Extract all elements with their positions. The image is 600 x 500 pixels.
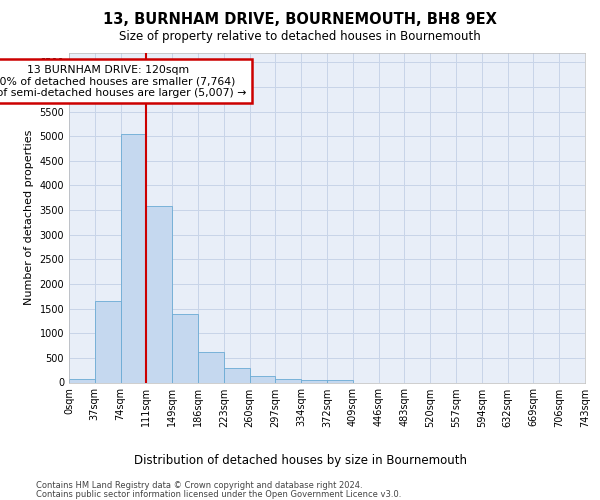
Bar — [95, 301, 121, 382]
Bar — [301, 380, 327, 382]
Text: Contains HM Land Registry data © Crown copyright and database right 2024.: Contains HM Land Registry data © Crown c… — [36, 481, 362, 490]
Y-axis label: Number of detached properties: Number of detached properties — [24, 130, 34, 305]
Text: Contains public sector information licensed under the Open Government Licence v3: Contains public sector information licen… — [36, 490, 401, 499]
Text: 13 BURNHAM DRIVE: 120sqm
← 60% of detached houses are smaller (7,764)
39% of sem: 13 BURNHAM DRIVE: 120sqm ← 60% of detach… — [0, 65, 247, 98]
Bar — [146, 206, 172, 382]
Bar — [121, 134, 146, 382]
Bar — [198, 352, 224, 382]
Text: Distribution of detached houses by size in Bournemouth: Distribution of detached houses by size … — [133, 454, 467, 467]
Text: Size of property relative to detached houses in Bournemouth: Size of property relative to detached ho… — [119, 30, 481, 43]
Bar — [69, 379, 95, 382]
Bar — [327, 380, 353, 382]
Bar — [250, 376, 275, 382]
Bar — [172, 314, 198, 382]
Bar — [275, 378, 301, 382]
Text: 13, BURNHAM DRIVE, BOURNEMOUTH, BH8 9EX: 13, BURNHAM DRIVE, BOURNEMOUTH, BH8 9EX — [103, 12, 497, 28]
Bar — [224, 368, 250, 382]
